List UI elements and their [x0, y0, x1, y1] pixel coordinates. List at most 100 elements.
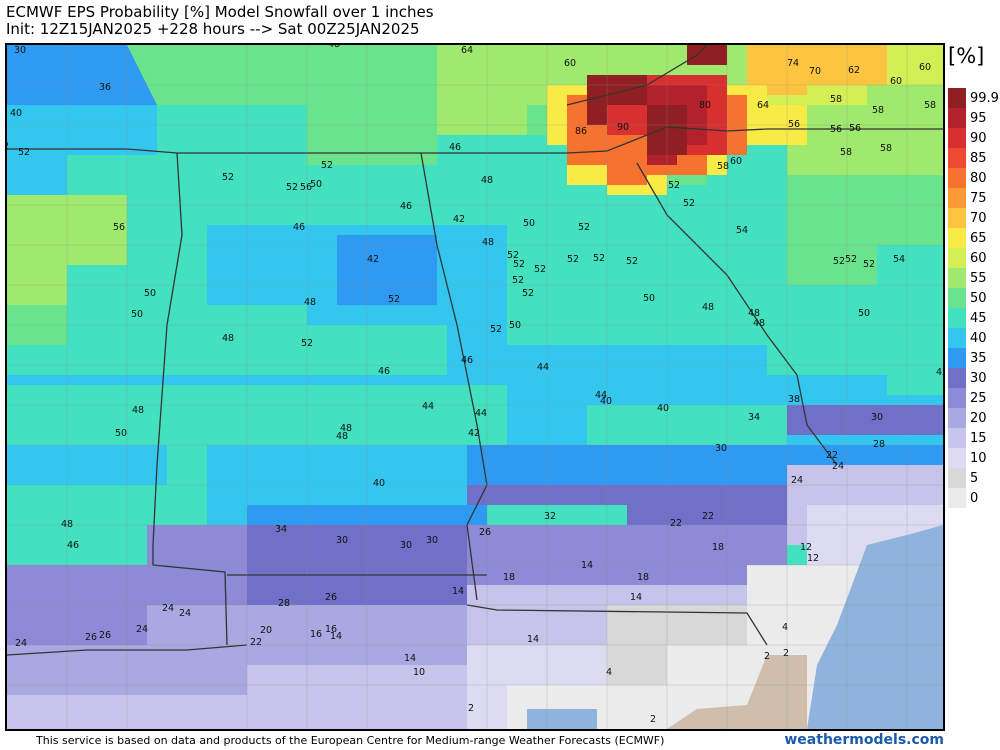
legend-label: 45	[970, 311, 987, 326]
map-value-label: 48	[753, 318, 765, 329]
footer-credit: This service is based on data and produc…	[36, 734, 665, 747]
map-value-label: 2	[764, 651, 770, 662]
map-value-label: 30	[715, 443, 727, 454]
legend-swatch	[948, 188, 966, 208]
map-value-label: 56	[788, 119, 800, 130]
map-value-label: 52	[863, 259, 875, 270]
footer-site-link[interactable]: weathermodels.com	[784, 732, 944, 748]
map-value-label: 14	[404, 653, 416, 664]
map-value-label: 50	[643, 293, 655, 304]
map-value-label: 50	[144, 288, 156, 299]
map-value-label: 52	[534, 264, 546, 275]
map-value-label: 40	[657, 403, 669, 414]
map-value-label: 52	[507, 250, 519, 261]
map-value-label: 52	[7, 141, 9, 152]
map-value-label: 42	[936, 367, 943, 378]
map-value-label: 52	[522, 288, 534, 299]
map-value-label: 44	[537, 362, 549, 373]
map-value-label: 48	[482, 237, 494, 248]
map-value-label: 40	[600, 396, 612, 407]
map-value-label: 62	[848, 65, 860, 76]
map-value-label: 14	[581, 560, 593, 571]
map-value-label: 2	[650, 714, 656, 725]
legend-swatch	[948, 208, 966, 228]
legend-swatch	[948, 168, 966, 188]
legend-swatch	[948, 128, 966, 148]
map-value-label: 52	[567, 254, 579, 265]
legend-swatch	[948, 108, 966, 128]
map-value-label: 48	[304, 297, 316, 308]
map-value-label: 70	[809, 66, 821, 77]
map-value-label: 58	[840, 147, 852, 158]
map-value-label: 42	[468, 428, 480, 439]
map-value-label: 46	[400, 201, 412, 212]
map-value-label: 26	[479, 527, 491, 538]
map-value-label: 24	[179, 608, 191, 619]
map-value-label: 42	[453, 214, 465, 225]
map-value-label: 12	[800, 542, 812, 553]
map-value-label: 18	[503, 572, 515, 583]
legend-label: 50	[970, 291, 987, 306]
map-value-label: 44	[595, 390, 607, 401]
map-value-label: 52	[512, 275, 524, 286]
map-value-label: 48	[132, 405, 144, 416]
legend-label: 10	[970, 451, 987, 466]
map-value-label: 24	[136, 624, 148, 635]
map-canvas: 48 64 30 60 74 70 62 60 60 36 58 80 64 58 58 40 56 56 56 86…	[7, 45, 943, 729]
map-value-label: 60	[890, 76, 902, 87]
map-value-label: 42	[367, 254, 379, 265]
map-value-label: 48	[481, 175, 493, 186]
map-value-label: 14	[330, 631, 342, 642]
legend-swatch	[948, 348, 966, 368]
map-value-label: 80	[699, 100, 711, 111]
legend-label: 25	[970, 391, 987, 406]
map-value-label: 60	[730, 156, 742, 167]
map-value-label: 54	[736, 225, 748, 236]
map-value-label: 52	[301, 338, 313, 349]
map-value-label: 46	[67, 540, 79, 551]
map-value-label: 30	[871, 412, 883, 423]
map-value-label: 30	[336, 535, 348, 546]
map-value-label: 48	[336, 431, 348, 442]
legend-label: 65	[970, 231, 987, 246]
legend-swatch	[948, 428, 966, 448]
legend-swatch	[948, 388, 966, 408]
map-value-label: 52	[578, 222, 590, 233]
map-value-label: 52	[626, 256, 638, 267]
legend-label: 95	[970, 111, 987, 126]
map-value-label: 60	[564, 58, 576, 69]
legend-swatch	[948, 408, 966, 428]
map-value-label: 24	[162, 603, 174, 614]
legend-label: 30	[970, 371, 987, 386]
map-value-label: 50	[509, 320, 521, 331]
map-value-label: 46	[461, 355, 473, 366]
legend-label: 5	[970, 471, 978, 486]
map-value-label: 2	[783, 648, 789, 659]
map-value-label: 14	[527, 634, 539, 645]
map-value-label: 46	[293, 222, 305, 233]
legend-label: 35	[970, 351, 987, 366]
map-value-label: 46	[449, 142, 461, 153]
map-value-label: 50	[858, 308, 870, 319]
map-value-label: 18	[712, 542, 724, 553]
map-value-label: 22	[670, 518, 682, 529]
map-value-label: 58	[880, 143, 892, 154]
map-value-label: 60	[919, 62, 931, 73]
map-value-label: 58	[830, 94, 842, 105]
map-value-label: 24	[791, 475, 803, 486]
map-value-label: 24	[832, 461, 844, 472]
map-value-label: 86	[575, 126, 587, 137]
map-value-label: 30	[14, 45, 26, 56]
map-value-label: 52	[593, 253, 605, 264]
map-value-label: 14	[452, 586, 464, 597]
map-value-label: 54	[893, 254, 905, 265]
map-value-label: 50	[115, 428, 127, 439]
map-value-label: 12	[807, 553, 819, 564]
map-value-label: 36	[99, 82, 111, 93]
map-value-label: 52	[321, 160, 333, 171]
map-value-label: 52	[222, 172, 234, 183]
map-value-label: 56	[300, 182, 312, 193]
map-value-label: 52	[833, 256, 845, 267]
map-value-label: 58	[924, 100, 936, 111]
map-value-label: 26	[325, 592, 337, 603]
